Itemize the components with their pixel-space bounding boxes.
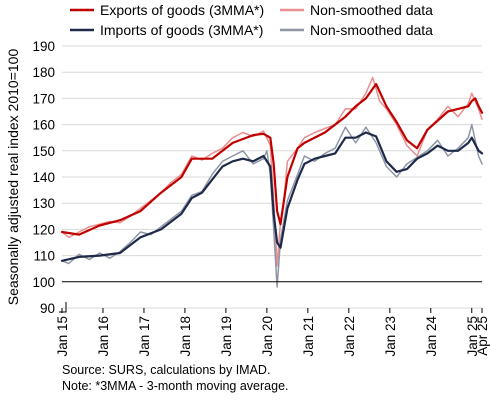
x-tick-label: Jan 19: [219, 316, 234, 357]
x-tick-label: Jan 20: [260, 316, 275, 357]
legend-label: Exports of goods (3MMA*): [100, 2, 264, 18]
x-tick-label: Jan 22: [342, 316, 357, 357]
y-tick-label: 170: [32, 91, 55, 106]
y-tick-label: 110: [33, 249, 55, 264]
series-line: [60, 131, 484, 262]
x-tick-label: Jan 16: [96, 316, 111, 357]
y-axis-title: Seasonally adjusted real index 2010=100: [5, 49, 21, 306]
x-tick-label: Jan 15: [55, 316, 70, 357]
x-tick-label: Jan 21: [301, 316, 316, 357]
note-text: Note: *3MMA - 3-month moving average.: [62, 379, 289, 393]
y-tick-label: 90: [40, 301, 55, 316]
source-text: Source: SURS, calculations by IMAD.: [62, 363, 271, 377]
y-tick-label: 130: [32, 196, 55, 211]
y-tick-label: 100: [32, 275, 55, 290]
y-tick-label: 140: [32, 170, 55, 185]
source-note: Source: SURS, calculations by IMAD. Note…: [62, 362, 289, 394]
y-tick-label: 120: [32, 222, 55, 237]
series-line: [61, 76, 483, 267]
legend-label: Imports of goods (3MMA*): [100, 22, 263, 38]
series-line: [60, 82, 484, 236]
series-line: [61, 123, 483, 288]
legend-label: Non-smoothed data: [310, 2, 433, 18]
x-tick-label: Jan 17: [137, 316, 152, 357]
y-tick-label: 150: [32, 144, 55, 159]
y-tick-label: 190: [32, 39, 55, 54]
axis-break-marker: [59, 302, 67, 313]
y-tick-label: 180: [32, 65, 55, 80]
x-tick-label: Jan 24: [424, 316, 439, 357]
y-tick-label: 160: [32, 118, 55, 133]
x-tick-label: Jan 25: [465, 316, 480, 357]
x-tick-label: Jan 23: [383, 316, 398, 357]
legend-label: Non-smoothed data: [310, 22, 433, 38]
x-tick-label: Apr 25: [475, 316, 490, 356]
x-tick-label: Jan 18: [178, 316, 193, 357]
